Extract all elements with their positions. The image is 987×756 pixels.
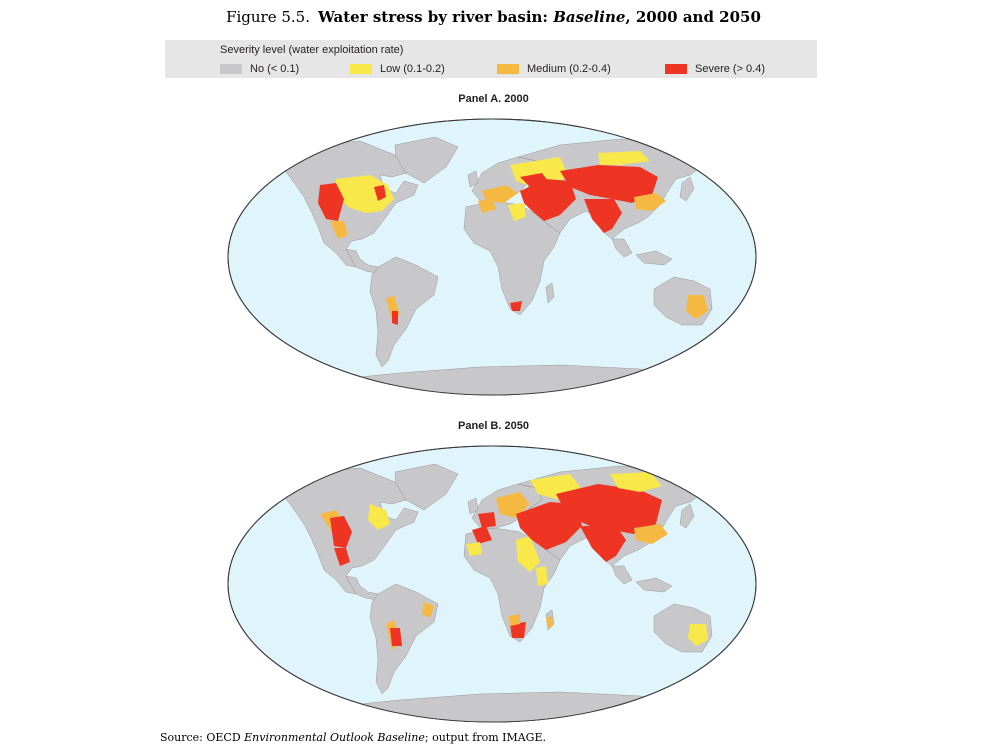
panel-b-title: Panel B. 2050 [458,420,529,432]
legend-label-no: No (< 0.1) [250,63,300,75]
stress-zones [320,472,708,650]
japan [679,176,695,202]
zone-east-africa-low [536,566,548,586]
zone-middle-east-severe [520,179,576,221]
uk [467,497,479,515]
zone-turkey-severe [520,173,548,187]
zone-southafrica-medium [508,614,520,626]
zone-china-medium [634,524,668,544]
africa [463,200,561,316]
new-zealand [731,643,741,665]
zone-madagascar-medium [546,616,553,628]
figure-title-italic: Baseline [553,8,626,26]
zone-north-africa-medium [478,199,496,213]
zone-sahel-low [516,536,540,572]
source-prefix: Source: OECD [160,731,245,744]
legend-item-medium: Medium (0.2-0.4) [497,62,611,76]
uk [467,170,479,188]
legend-swatch-low [350,64,372,74]
legend-swatch-medium [497,64,519,74]
zone-west-africa-low [466,542,482,556]
source-suffix: ; output from IMAGE. [424,731,546,744]
zone-mexico-severe [334,548,350,566]
figure-title-main: Water stress by river basin: [317,8,554,26]
zone-north-africa-severe [472,526,492,544]
zone-australia-medium [686,295,708,319]
figure-number: Figure 5.5. [226,8,310,26]
zone-china-medium [634,193,666,211]
zone-mongolia-low [610,472,662,492]
legend-item-no: No (< 0.1) [220,62,299,76]
legend-label-low: Low (0.1-0.2) [380,63,445,75]
legend-swatch-no [220,64,242,74]
zone-argentina-severe [392,311,398,325]
legend-item-severe: Severe (> 0.4) [665,62,765,76]
stress-zones [318,151,708,325]
map-border [227,118,757,396]
zone-us-severe [330,516,352,548]
legend-title: Severity level (water exploitation rate) [220,44,404,56]
zone-us-low [368,504,390,530]
south-america [369,256,439,368]
zone-central-asia-severe [556,484,662,534]
legend: Severity level (water exploitation rate)… [165,40,817,78]
figure-title: Figure 5.5. Water stress by river basin: … [0,8,987,26]
zone-southafrica-severe [510,622,526,638]
zone-us-west-severe [318,183,344,221]
southeast-asia [611,565,673,593]
source-italic: Environmental Outlook Baseline [244,731,425,744]
new-zealand [731,316,741,338]
map-border [227,445,757,723]
figure-title-end: , 2000 and 2050 [625,8,761,26]
legend-item-low: Low (0.1-0.2) [350,62,445,76]
zone-southafrica-severe [510,301,522,311]
zone-india-severe [584,199,622,233]
zone-argentina-severe [390,628,402,646]
zone-europe-medium [496,492,530,518]
japan [679,503,695,529]
zone-australia-low [688,624,708,646]
source-note: Source: OECD Environmental Outlook Basel… [160,731,546,744]
legend-label-medium: Medium (0.2-0.4) [527,63,611,75]
zone-us-east-severe [374,185,386,201]
map-2000 [227,118,757,396]
zone-brazil-medium [422,602,434,618]
legend-label-severe: Severe (> 0.4) [695,63,766,75]
zone-us-low [336,175,394,213]
zone-middle-east-severe [516,502,582,550]
panel-a-title: Panel A. 2000 [458,93,529,105]
zone-europe-medium [482,185,518,203]
southeast-asia [611,238,673,266]
zone-india-severe [580,526,626,562]
legend-swatch-severe [665,64,687,74]
zone-iberia-severe [478,512,496,528]
zone-central-asia-severe [560,165,658,203]
zone-egypt-low [508,203,526,221]
south-america [369,583,439,695]
zone-mongolia-low [598,151,650,165]
madagascar [545,282,555,304]
zone-mexico-medium [330,221,348,239]
map-2050 [227,445,757,723]
